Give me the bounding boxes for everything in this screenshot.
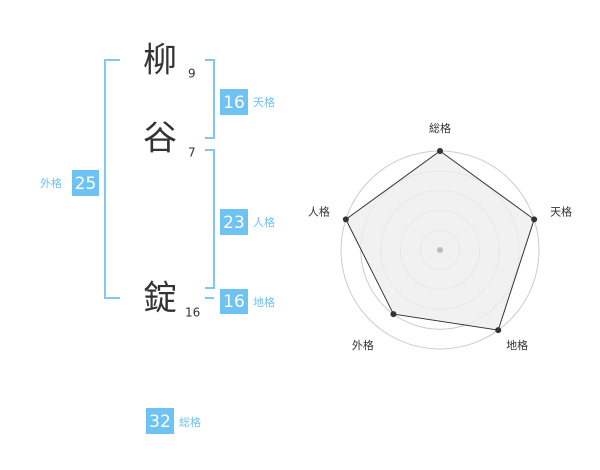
soukaku-label: 総格 [179,415,201,429]
name-char: 谷 [143,119,177,159]
soukaku-value: 32 [149,412,171,432]
axis-label: 外格 [352,338,374,352]
gaikaku-bracket [104,59,120,299]
radar-point [531,216,538,223]
jinkaku-value: 23 [223,213,245,233]
radar-point [437,148,443,154]
gaikaku-value: 25 [75,174,97,194]
gaikaku-label: 外格 [40,176,62,190]
center-dot [437,247,443,253]
chikaku-value: 16 [223,292,245,312]
name-char: 柳 [143,41,177,81]
name-char: 錠 [143,279,177,319]
stroke-count: 7 [188,146,196,160]
value-box [72,170,99,196]
axis-label: 総格 [429,121,451,135]
value-box [220,289,248,314]
stroke-count: 9 [188,67,196,81]
value-box [146,408,174,434]
radar-area [345,150,535,331]
radar-point [390,311,397,318]
axis-label: 人格 [308,205,330,219]
jinkaku-bracket [205,149,215,289]
radar-point [342,216,349,223]
value-box [220,89,248,115]
jinkaku-label: 人格 [253,215,275,229]
tenkaku-value: 16 [223,93,245,113]
radar-point [495,327,502,334]
value-box [220,209,248,235]
axis-label: 地格 [506,338,528,352]
axis-label: 天格 [550,205,572,219]
tenkaku-bracket [205,59,215,139]
stroke-count: 16 [185,306,200,320]
tenkaku-label: 天格 [253,95,275,109]
chikaku-label: 地格 [253,295,275,309]
